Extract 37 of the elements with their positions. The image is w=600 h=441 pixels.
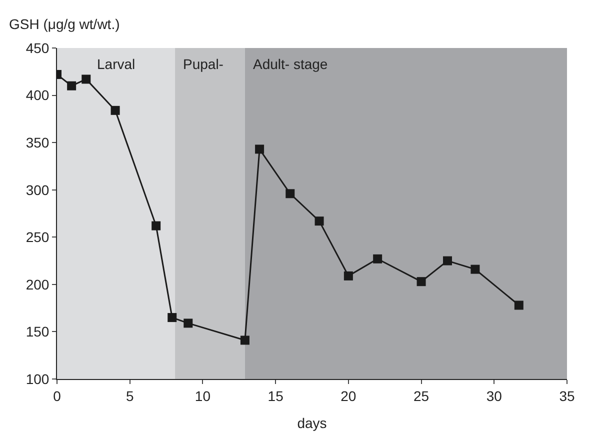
x-tick-label: 0 xyxy=(53,388,62,404)
x-tick-label: 5 xyxy=(126,388,134,404)
y-tick-label: 250 xyxy=(26,229,50,246)
point xyxy=(416,277,426,286)
point xyxy=(314,216,324,226)
point xyxy=(255,144,264,154)
point xyxy=(152,221,161,230)
point xyxy=(514,300,524,310)
x-tick-label: 10 xyxy=(194,388,211,404)
band-label: Adult- stage xyxy=(253,56,328,72)
y-tick-label: 100 xyxy=(26,370,50,387)
y-tick-label: 300 xyxy=(26,182,50,198)
band-label: Pupal- xyxy=(183,56,224,72)
y-axis-title: GSH (μg/g wt/wt.) xyxy=(9,16,120,32)
y-tick-label: 400 xyxy=(26,87,50,104)
point xyxy=(373,254,382,264)
y-tick-label: 450 xyxy=(26,40,50,56)
x-tick-label: 35 xyxy=(559,388,575,404)
point xyxy=(240,336,250,345)
y-tick-label: 350 xyxy=(26,134,50,150)
band-label: Larval xyxy=(97,56,136,72)
x-tick-label: 20 xyxy=(340,388,356,404)
point xyxy=(82,74,91,84)
x-tick-label: 15 xyxy=(268,388,284,404)
point xyxy=(184,318,193,328)
point xyxy=(67,81,76,90)
y-tick-label: 200 xyxy=(26,276,50,292)
x-tick-label: 25 xyxy=(414,388,430,404)
point xyxy=(168,313,177,322)
point xyxy=(344,271,353,280)
y-tick-label: 150 xyxy=(26,324,50,340)
x-axis-title: days xyxy=(297,415,327,432)
point xyxy=(286,189,295,198)
point xyxy=(443,256,452,266)
point xyxy=(470,264,480,274)
point xyxy=(110,106,120,115)
x-tick-label: 30 xyxy=(486,388,502,404)
